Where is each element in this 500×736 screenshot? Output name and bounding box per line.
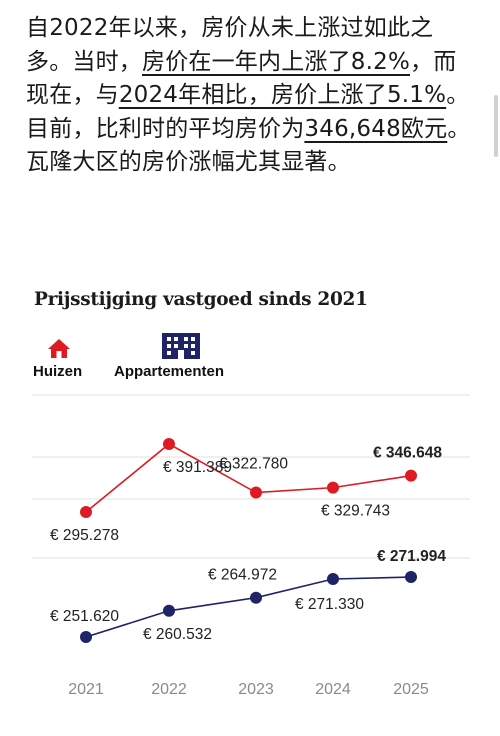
chart-title: Prijsstijging vastgoed sinds 2021 <box>34 289 368 310</box>
data-point-houses-2021 <box>80 506 92 518</box>
link-average-price[interactable]: 346,648欧元 <box>304 115 448 142</box>
data-label-apartments-2022: € 260.532 <box>143 626 212 643</box>
x-tick-2022: 2022 <box>151 681 187 698</box>
building-icon <box>162 333 200 359</box>
data-label-apartments-2024: € 271.330 <box>295 596 364 613</box>
article-text-4: 。瓦隆大区的房价涨幅尤其显著。 <box>26 115 471 176</box>
x-tick-2023: 2023 <box>238 681 274 698</box>
link-price-rise-2024[interactable]: 2024年相比，房价上涨了5.1% <box>118 82 447 108</box>
scrollbar[interactable] <box>494 95 498 157</box>
legend-houses-label: Huizen <box>33 363 82 380</box>
data-label-houses-2024: € 329.743 <box>321 503 390 520</box>
data-point-houses-2024 <box>327 481 339 494</box>
legend-houses: Huizen <box>33 339 82 380</box>
article-text: 自2022年以来，房价从未上涨过如此之多。当时，房价在一年内上涨了8.2%，而现… <box>26 12 478 180</box>
series-apartments: € 251.620 € 260.532 € 264.972 € 271.330 € 27… <box>50 548 446 643</box>
legend-apartments: Appartementen <box>114 333 224 380</box>
x-tick-2025: 2025 <box>393 681 429 698</box>
x-tick-2024: 2024 <box>315 681 351 698</box>
data-point-apartments-2021 <box>80 631 92 643</box>
data-label-houses-2025: € 346.648 <box>373 445 442 462</box>
data-label-apartments-2023: € 264.972 <box>208 567 277 584</box>
data-label-apartments-2025: € 271.994 <box>377 548 446 565</box>
data-point-apartments-2022 <box>163 604 175 617</box>
x-tick-2021: 2021 <box>68 681 104 698</box>
data-point-houses-2023 <box>250 486 262 499</box>
data-point-apartments-2025 <box>405 571 417 584</box>
legend-apartments-label: Appartementen <box>114 363 224 380</box>
x-axis-ticks: 2021 2022 2023 2024 2025 <box>68 681 429 698</box>
data-label-houses-2022: € 391.389 <box>163 459 232 476</box>
article-text-2: ，而现在，与 <box>26 48 457 109</box>
data-point-houses-2025 <box>405 469 417 482</box>
data-label-houses-2021: € 295.278 <box>50 527 119 544</box>
grid-lines <box>32 394 470 559</box>
data-point-apartments-2023 <box>250 591 262 604</box>
series-houses: € 295.278 € 391.389€ 322.780 € 329.743 € 34… <box>50 438 442 544</box>
article-text-1: 自2022年以来，房价从未上涨过如此之多。当时， <box>26 15 434 75</box>
data-point-houses-2022 <box>163 438 175 450</box>
link-price-rise-2022[interactable]: 房价在一年内上涨了8.2% <box>142 48 411 75</box>
article-text-3: 。目前，比利时的平均房价为 <box>26 82 470 142</box>
data-label-apartments-2021: € 251.620 <box>50 608 119 625</box>
house-icon <box>48 339 70 358</box>
data-label-houses-2023: € 322.780 <box>219 456 288 473</box>
data-point-apartments-2024 <box>327 573 339 585</box>
